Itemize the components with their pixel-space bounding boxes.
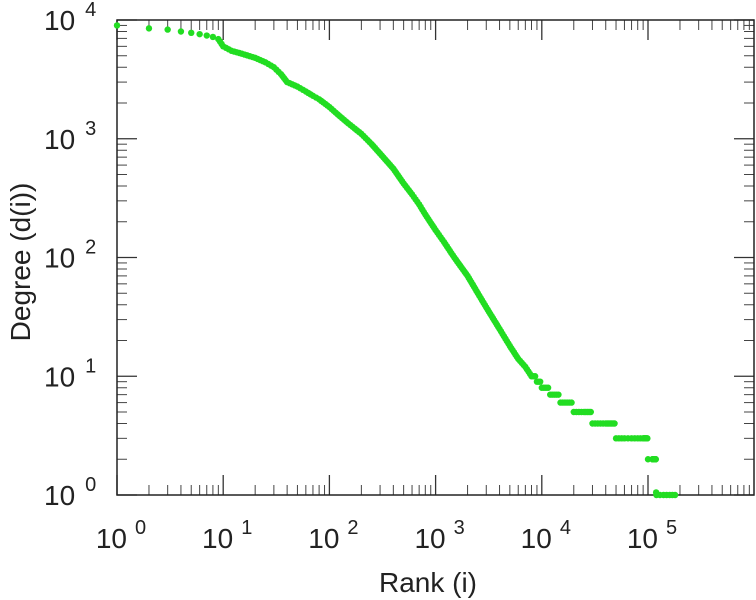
x-tick-label: 10 2 [308,517,358,554]
x-tick-label: 10 0 [96,517,146,554]
data-point [203,32,210,39]
data-point [188,29,195,37]
x-tick-label: 10 5 [627,517,677,554]
data-point [209,33,217,41]
minor-tick-marks [117,20,754,495]
plot-frame [116,19,755,496]
data-point [536,378,544,385]
data-points [113,22,679,499]
data-point [611,420,618,427]
y-tick-label: 10 4 [44,0,96,36]
x-tick-label: 10 4 [521,517,571,554]
x-tick-label: 10 3 [414,517,464,554]
data-point [196,30,203,38]
data-point [164,26,171,33]
data-point [177,28,185,35]
x-tick-label: 10 1 [202,517,252,554]
x-axis-label: Rank (i) [379,567,477,598]
data-point [652,456,660,463]
data-point [644,456,652,463]
data-point [671,491,679,499]
y-tick-label: 10 3 [44,118,96,155]
data-point [531,373,539,380]
y-tick-label: 10 1 [44,355,96,392]
y-tick-label: 10 0 [44,474,96,511]
data-point [145,25,153,32]
x-tick-labels: 10 0 10 1 10 2 10 3 10 4 10 5 [96,517,677,554]
data-point [113,22,121,29]
data-point [644,435,651,442]
major-tick-marks [116,19,754,496]
data-point [555,391,562,398]
data-point [568,399,575,406]
data-point [587,408,594,416]
y-tick-label: 10 2 [44,237,96,274]
data-point [544,384,552,391]
y-axis-label: Degree (d(i)) [5,183,36,342]
